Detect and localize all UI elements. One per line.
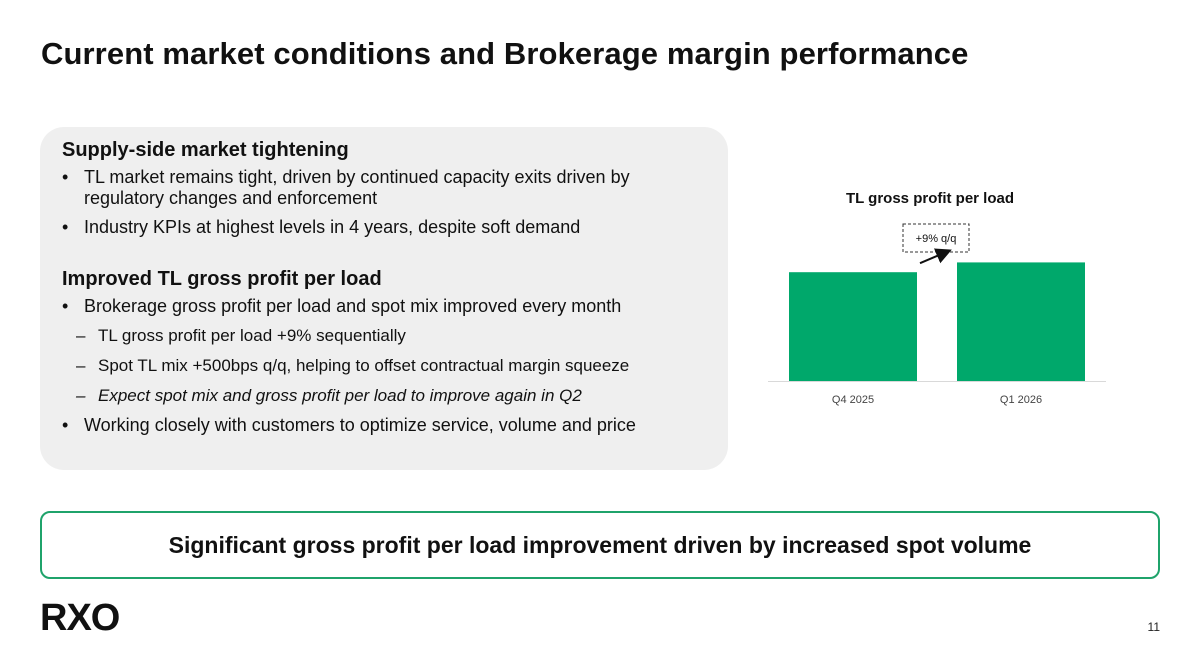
market-conditions-panel: Supply-side market tightening TL market … <box>40 127 728 470</box>
annotation-label: +9% q/q <box>916 233 957 245</box>
bar-q1-2026 <box>957 262 1085 381</box>
chart-title: TL gross profit per load <box>846 190 1014 207</box>
page-title: Current market conditions and Brokerage … <box>41 36 969 71</box>
x-tick-label: Q4 2025 <box>832 394 874 406</box>
sub-list-item: Expect spot mix and gross profit per loa… <box>62 385 708 406</box>
profit-subbullet-list: TL gross profit per load +9% sequentiall… <box>76 325 708 406</box>
logo-text: RXO <box>40 597 119 636</box>
gross-profit-chart: TL gross profit per load Q4 2025 Q1 2026 +… <box>768 190 1106 406</box>
list-item: TL market remains tight, driven by conti… <box>62 167 708 209</box>
page-number: 11 <box>1147 620 1160 634</box>
callout-text: Significant gross profit per load improv… <box>168 531 1032 558</box>
sub-list-item: TL gross profit per load +9% sequentiall… <box>62 325 708 346</box>
rxo-logo: RXO <box>40 597 120 636</box>
x-tick-label: Q1 2026 <box>1000 394 1042 406</box>
supply-bullet-list: TL market remains tight, driven by conti… <box>62 167 708 238</box>
profit-bullet-list: Brokerage gross profit per load and spot… <box>62 296 708 436</box>
bar-q4-2025 <box>789 272 917 381</box>
section-heading-profit: Improved TL gross profit per load <box>62 268 382 290</box>
list-item: Brokerage gross profit per load and spot… <box>62 296 708 406</box>
growth-arrow <box>919 248 952 265</box>
list-item-text: Brokerage gross profit per load and spot… <box>84 296 622 316</box>
list-item: Working closely with customers to optimi… <box>62 415 708 436</box>
sub-list-item: Spot TL mix +500bps q/q, helping to offs… <box>62 355 708 376</box>
callout-box: Significant gross profit per load improv… <box>40 511 1160 579</box>
section-heading-supply: Supply-side market tightening <box>62 139 349 161</box>
list-item: Industry KPIs at highest levels in 4 yea… <box>62 217 708 238</box>
